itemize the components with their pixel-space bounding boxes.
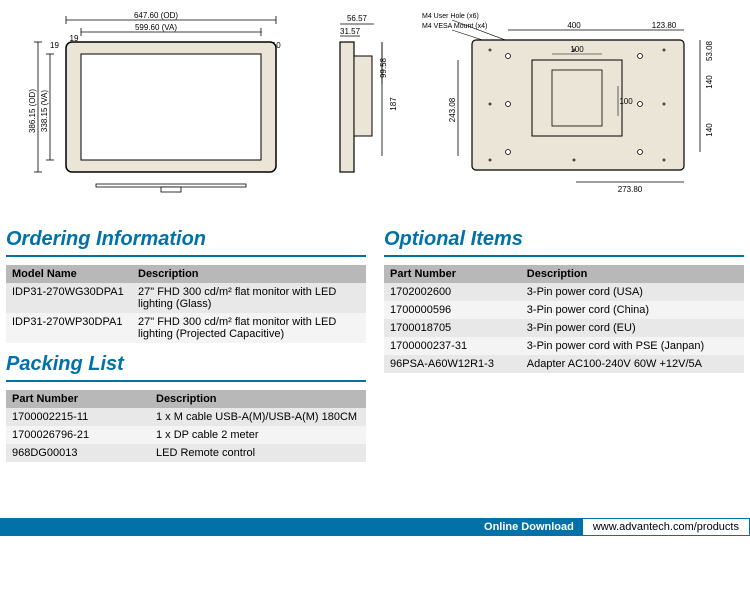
table-row: 1702002600 3-Pin power cord (USA) (384, 283, 744, 301)
packing-table: Part Number Description 1700002215-11 1 … (6, 390, 366, 462)
cell: 1702002600 (384, 283, 521, 301)
table-row: IDP31-270WP30DPA1 27" FHD 300 cd/m² flat… (6, 313, 366, 343)
dim-row-pitch2: 140 (705, 123, 714, 137)
cell: 27" FHD 300 cd/m² flat monitor with LED … (132, 313, 366, 343)
rear-view-diagram: M4 User Hole (x6) M4 VESA Mount (x4) 400… (412, 6, 732, 206)
col-desc: Description (150, 390, 366, 408)
cell: 3-Pin power cord (China) (521, 301, 744, 319)
optional-table: Part Number Description 1702002600 3-Pin… (384, 265, 744, 373)
cell: 1700018705 (384, 319, 521, 337)
cell: 1700002215-11 (6, 408, 150, 426)
table-header-row: Model Name Description (6, 265, 366, 283)
footer-label: Online Download (476, 518, 582, 536)
cell: Adapter AC100-240V 60W +12V/5A (521, 355, 744, 373)
packing-heading: Packing List (6, 353, 366, 376)
cell: 1 x M cable USB-A(M)/USB-A(M) 180CM (150, 408, 366, 426)
side-view-diagram: 56.57 31.57 99.58 187 (304, 6, 404, 206)
cell: 968DG00013 (6, 444, 150, 462)
col-part: Part Number (6, 390, 150, 408)
cell: 1 x DP cable 2 meter (150, 426, 366, 444)
dim-row-pitch: 140 (705, 75, 714, 89)
divider (6, 255, 366, 257)
table-row: 1700000596 3-Pin power cord (China) (384, 301, 744, 319)
cell: 3-Pin power cord (USA) (521, 283, 744, 301)
table-row: 1700002215-11 1 x M cable USB-A(M)/USB-A… (6, 408, 366, 426)
dim-va-h: 338.15 (VA) (40, 90, 49, 132)
dim-bottom-off: 273.80 (618, 185, 643, 194)
table-row: 96PSA-A60W12R1-3 Adapter AC100-240V 60W … (384, 355, 744, 373)
dim-od-h: 386.15 (OD) (28, 89, 37, 133)
cell: 3-Pin power cord with PSE (Janpan) (521, 337, 744, 355)
dim-side-h1: 99.58 (379, 57, 388, 78)
cell: 1700000596 (384, 301, 521, 319)
ordering-heading: Ordering Information (6, 228, 366, 251)
dim-inner-h: 100 (619, 97, 633, 106)
dim-vesa-w: 400 (567, 21, 581, 30)
footer-bar: Online Download www.advantech.com/produc… (0, 518, 750, 536)
right-column: Optional Items Part Number Description 1… (384, 224, 744, 462)
technical-drawings: 647.60 (OD) 599.60 (VA) 19 5 19 R10 (6, 6, 744, 206)
table-row: 1700026796-21 1 x DP cable 2 meter (6, 426, 366, 444)
col-desc: Description (521, 265, 744, 283)
cell: 3-Pin power cord (EU) (521, 319, 744, 337)
table-header-row: Part Number Description (384, 265, 744, 283)
table-header-row: Part Number Description (6, 390, 366, 408)
note-vesa: M4 VESA Mount (x4) (422, 23, 487, 30)
optional-heading: Optional Items (384, 228, 744, 251)
table-row: 1700000237-31 3-Pin power cord with PSE … (384, 337, 744, 355)
table-row: 1700018705 3-Pin power cord (EU) (384, 319, 744, 337)
cell: LED Remote control (150, 444, 366, 462)
note-user-hole: M4 User Hole (x6) (422, 13, 479, 20)
divider (384, 255, 744, 257)
dim-va-w: 599.60 (VA) (135, 23, 177, 32)
cell: 27" FHD 300 cd/m² flat monitor with LED … (132, 283, 366, 313)
table-row: 968DG00013 LED Remote control (6, 444, 366, 462)
left-column: Ordering Information Model Name Descript… (6, 224, 366, 462)
dim-depth-mid: 31.57 (340, 27, 361, 36)
footer-url[interactable]: www.advantech.com/products (583, 519, 749, 535)
cell: 1700000237-31 (384, 337, 521, 355)
ordering-table: Model Name Description IDP31-270WG30DPA1… (6, 265, 366, 343)
dim-depth-top: 56.57 (347, 14, 368, 23)
dim-top-off: 53.08 (705, 40, 714, 61)
dim-left-off: 243.08 (448, 97, 457, 122)
col-part: Part Number (384, 265, 521, 283)
dim-margin-top: 19 (50, 41, 59, 50)
content-columns: Ordering Information Model Name Descript… (6, 224, 744, 462)
table-row: IDP31-270WG30DPA1 27" FHD 300 cd/m² flat… (6, 283, 366, 313)
cell: 1700026796-21 (6, 426, 150, 444)
page: 647.60 (OD) 599.60 (VA) 19 5 19 R10 (0, 0, 750, 462)
dim-right-off: 123.80 (652, 21, 677, 30)
cell: 96PSA-A60W12R1-3 (384, 355, 521, 373)
dim-od-w: 647.60 (OD) (134, 11, 178, 20)
dim-inner-w: 100 (570, 45, 584, 54)
col-model: Model Name (6, 265, 132, 283)
cell: IDP31-270WP30DPA1 (6, 313, 132, 343)
cell: IDP31-270WG30DPA1 (6, 283, 132, 313)
footer-spacer (0, 518, 476, 536)
dim-side-h2: 187 (389, 97, 398, 111)
front-view-diagram: 647.60 (OD) 599.60 (VA) 19 5 19 R10 (6, 6, 296, 206)
col-desc: Description (132, 265, 366, 283)
divider (6, 380, 366, 382)
